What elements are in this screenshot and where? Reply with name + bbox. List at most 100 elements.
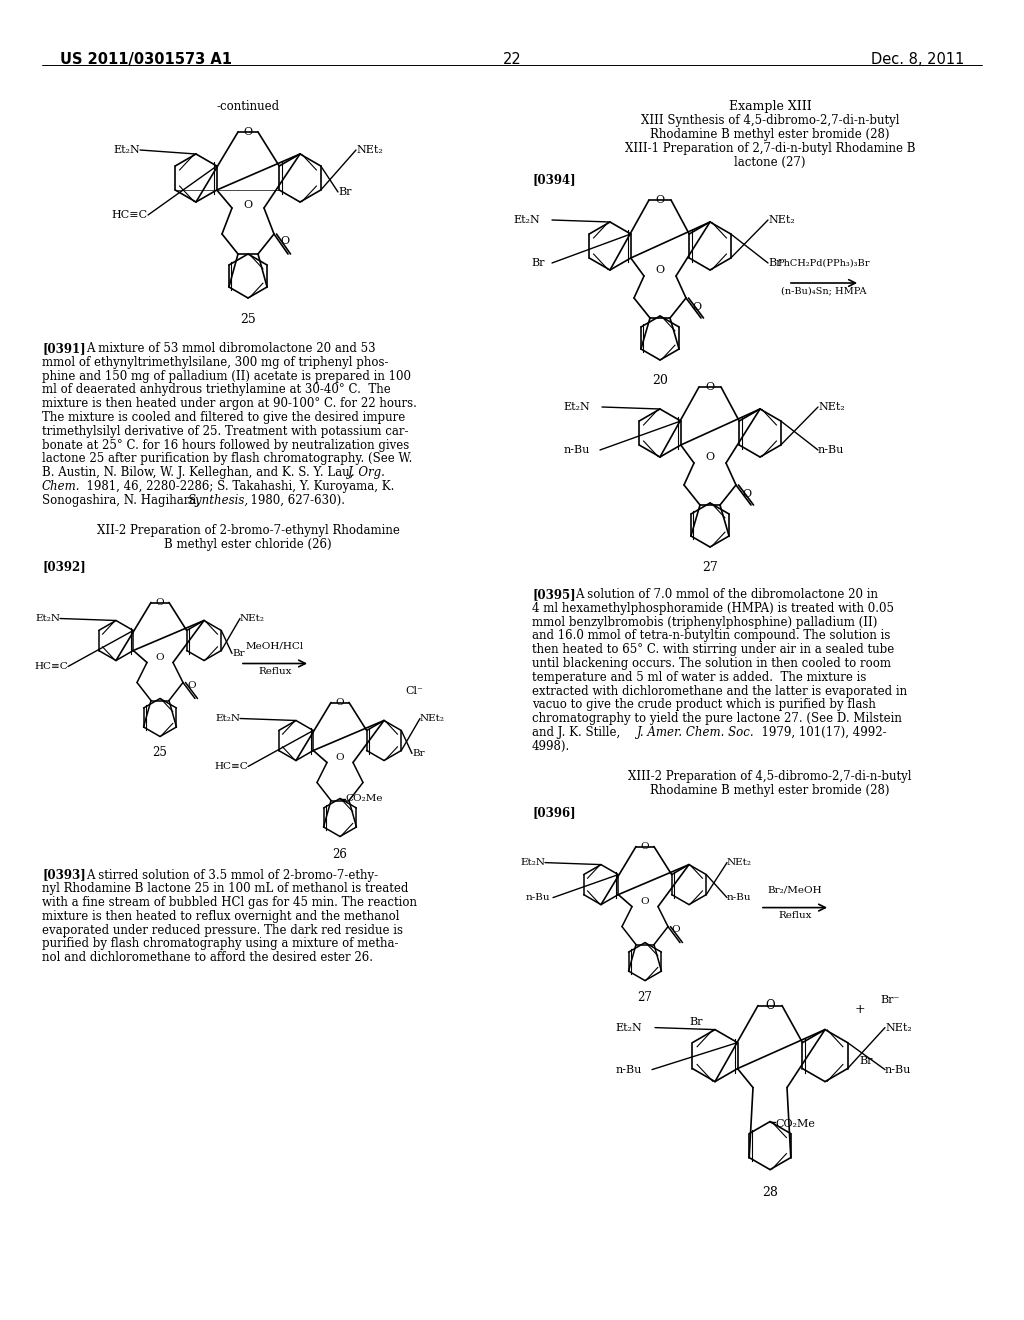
Text: Et₂N: Et₂N: [615, 1023, 642, 1032]
Text: n-Bu: n-Bu: [525, 894, 550, 902]
Text: and J. K. Stille,: and J. K. Stille,: [532, 726, 624, 739]
Text: Dec. 8, 2011: Dec. 8, 2011: [870, 51, 964, 67]
Text: then heated to 65° C. with stirring under air in a sealed tube: then heated to 65° C. with stirring unde…: [532, 643, 894, 656]
Text: mixture is then heated under argon at 90-100° C. for 22 hours.: mixture is then heated under argon at 90…: [42, 397, 417, 411]
Text: Br: Br: [859, 1056, 873, 1065]
Text: 25: 25: [153, 747, 168, 759]
Text: Synthesis,: Synthesis,: [188, 494, 249, 507]
Text: Et₂N: Et₂N: [520, 858, 545, 867]
Text: [0392]: [0392]: [42, 560, 86, 573]
Text: [0391]: [0391]: [42, 342, 86, 355]
Text: 4 ml hexamethylphosphoramide (HMPA) is treated with 0.05: 4 ml hexamethylphosphoramide (HMPA) is t…: [532, 602, 894, 615]
Text: O: O: [742, 488, 752, 499]
Text: NEt₂: NEt₂: [885, 1023, 911, 1032]
Text: CO₂Me: CO₂Me: [345, 795, 383, 803]
Text: Rhodamine B methyl ester bromide (28): Rhodamine B methyl ester bromide (28): [650, 128, 890, 141]
Text: and 16.0 mmol of tetra-n-butyltin compound. The solution is: and 16.0 mmol of tetra-n-butyltin compou…: [532, 630, 891, 643]
Text: 27: 27: [638, 990, 652, 1003]
Text: O: O: [692, 302, 701, 312]
Text: HC≡C: HC≡C: [34, 663, 68, 671]
Text: n-Bu: n-Bu: [727, 894, 752, 902]
Text: A solution of 7.0 mmol of the dibromolactone 20 in: A solution of 7.0 mmol of the dibromolac…: [575, 587, 878, 601]
Text: O: O: [336, 698, 344, 708]
Text: with a fine stream of bubbled HCl gas for 45 min. The reaction: with a fine stream of bubbled HCl gas fo…: [42, 896, 417, 909]
Text: PhCH₂Pd(PPh₃)₃Br: PhCH₂Pd(PPh₃)₃Br: [778, 259, 870, 268]
Text: lactone (27): lactone (27): [734, 156, 806, 169]
Text: n-Bu: n-Bu: [885, 1065, 911, 1074]
Text: -continued: -continued: [216, 100, 280, 114]
Text: extracted with dichloromethane and the latter is evaporated in: extracted with dichloromethane and the l…: [532, 685, 907, 697]
Text: Br: Br: [768, 257, 781, 268]
Text: NEt₂: NEt₂: [240, 614, 265, 623]
Text: [0394]: [0394]: [532, 173, 575, 186]
Text: [0395]: [0395]: [532, 587, 575, 601]
Text: The mixture is cooled and filtered to give the desired impure: The mixture is cooled and filtered to gi…: [42, 411, 406, 424]
Text: phine and 150 mg of palladium (II) acetate is prepared in 100: phine and 150 mg of palladium (II) aceta…: [42, 370, 411, 383]
Text: evaporated under reduced pressure. The dark red residue is: evaporated under reduced pressure. The d…: [42, 924, 403, 937]
Text: Sonogashira, N. Hagihara,: Sonogashira, N. Hagihara,: [42, 494, 204, 507]
Text: 25: 25: [240, 313, 256, 326]
Text: O: O: [706, 381, 715, 392]
Text: ml of deaerated anhydrous triethylamine at 30-40° C.  The: ml of deaerated anhydrous triethylamine …: [42, 383, 391, 396]
Text: Example XIII: Example XIII: [729, 100, 811, 114]
Text: XIII-2 Preparation of 4,5-dibromo-2,7-di-n-butyl: XIII-2 Preparation of 4,5-dibromo-2,7-di…: [629, 770, 911, 783]
Text: O: O: [244, 201, 253, 210]
Text: Br₂/MeOH: Br₂/MeOH: [768, 886, 822, 895]
Text: Br: Br: [412, 748, 425, 758]
Text: 4998).: 4998).: [532, 739, 570, 752]
Text: A stirred solution of 3.5 mmol of 2-bromo-7-ethy-: A stirred solution of 3.5 mmol of 2-brom…: [86, 869, 378, 882]
Text: O: O: [336, 752, 344, 762]
Text: mmol of ethynyltrimethylsilane, 300 mg of triphenyl phos-: mmol of ethynyltrimethylsilane, 300 mg o…: [42, 356, 388, 368]
Text: Br: Br: [531, 257, 545, 268]
Text: NEt₂: NEt₂: [768, 215, 795, 224]
Text: O: O: [244, 127, 253, 137]
Text: Br⁻: Br⁻: [880, 994, 899, 1005]
Text: O: O: [706, 451, 715, 462]
Text: MeOH/HCl: MeOH/HCl: [246, 642, 304, 651]
Text: chromatography to yield the pure lactone 27. (See D. Milstein: chromatography to yield the pure lactone…: [532, 713, 902, 725]
Text: purified by flash chromatography using a mixture of metha-: purified by flash chromatography using a…: [42, 937, 398, 950]
Text: 1980, 627-630).: 1980, 627-630).: [243, 494, 345, 507]
Text: Br: Br: [689, 1016, 703, 1027]
Text: [0396]: [0396]: [532, 807, 575, 818]
Text: US 2011/0301573 A1: US 2011/0301573 A1: [60, 51, 232, 67]
Text: mixture is then heated to reflux overnight and the methanol: mixture is then heated to reflux overnig…: [42, 909, 399, 923]
Text: Br: Br: [232, 649, 245, 657]
Text: 27: 27: [702, 561, 718, 574]
Text: NEt₂: NEt₂: [818, 403, 845, 412]
Text: XII-2 Preparation of 2-bromo-7-ethynyl Rhodamine: XII-2 Preparation of 2-bromo-7-ethynyl R…: [96, 524, 399, 537]
Text: B. Austin, N. Bilow, W. J. Kelleghan, and K. S. Y. Lau,: B. Austin, N. Bilow, W. J. Kelleghan, an…: [42, 466, 357, 479]
Text: O: O: [671, 924, 680, 933]
Text: 20: 20: [652, 374, 668, 387]
Text: O: O: [280, 236, 289, 246]
Text: O: O: [765, 999, 775, 1012]
Text: n-Bu: n-Bu: [818, 445, 845, 455]
Text: nol and dichloromethane to afford the desired ester 26.: nol and dichloromethane to afford the de…: [42, 952, 373, 965]
Text: n-Bu: n-Bu: [615, 1065, 642, 1074]
Text: Rhodamine B methyl ester bromide (28): Rhodamine B methyl ester bromide (28): [650, 784, 890, 797]
Text: Br: Br: [338, 187, 351, 197]
Text: HC≡C: HC≡C: [214, 762, 248, 771]
Text: XIII-1 Preparation of 2,7-di-n-butyl Rhodamine B: XIII-1 Preparation of 2,7-di-n-butyl Rho…: [625, 143, 915, 154]
Text: 1981, 46, 2280-2286; S. Takahashi, Y. Kuroyama, K.: 1981, 46, 2280-2286; S. Takahashi, Y. Ku…: [79, 480, 394, 492]
Text: Et₂N: Et₂N: [114, 145, 140, 154]
Text: B methyl ester chloride (26): B methyl ester chloride (26): [164, 539, 332, 550]
Text: bonate at 25° C. for 16 hours followed by neutralization gives: bonate at 25° C. for 16 hours followed b…: [42, 438, 410, 451]
Text: Et₂N: Et₂N: [35, 614, 60, 623]
Text: Chem.: Chem.: [42, 480, 81, 492]
Text: O: O: [156, 652, 164, 661]
Text: Et₂N: Et₂N: [215, 714, 240, 723]
Text: (n-Bu)₄Sn; HMPA: (n-Bu)₄Sn; HMPA: [781, 286, 866, 294]
Text: O: O: [156, 598, 164, 607]
Text: J. Org.: J. Org.: [348, 466, 386, 479]
Text: lactone 25 after purification by flash chromatography. (See W.: lactone 25 after purification by flash c…: [42, 453, 413, 466]
Text: 22: 22: [503, 51, 521, 67]
Text: Reflux: Reflux: [778, 911, 812, 920]
Text: temperature and 5 ml of water is added.  The mixture is: temperature and 5 ml of water is added. …: [532, 671, 866, 684]
Text: 28: 28: [762, 1185, 778, 1199]
Text: mmol benzylbromobis (triphenylphosphine) palladium (II): mmol benzylbromobis (triphenylphosphine)…: [532, 615, 878, 628]
Text: [0393]: [0393]: [42, 869, 86, 882]
Text: A mixture of 53 mmol dibromolactone 20 and 53: A mixture of 53 mmol dibromolactone 20 a…: [86, 342, 376, 355]
Text: O: O: [187, 681, 196, 689]
Text: until blackening occurs. The solution in then cooled to room: until blackening occurs. The solution in…: [532, 657, 891, 671]
